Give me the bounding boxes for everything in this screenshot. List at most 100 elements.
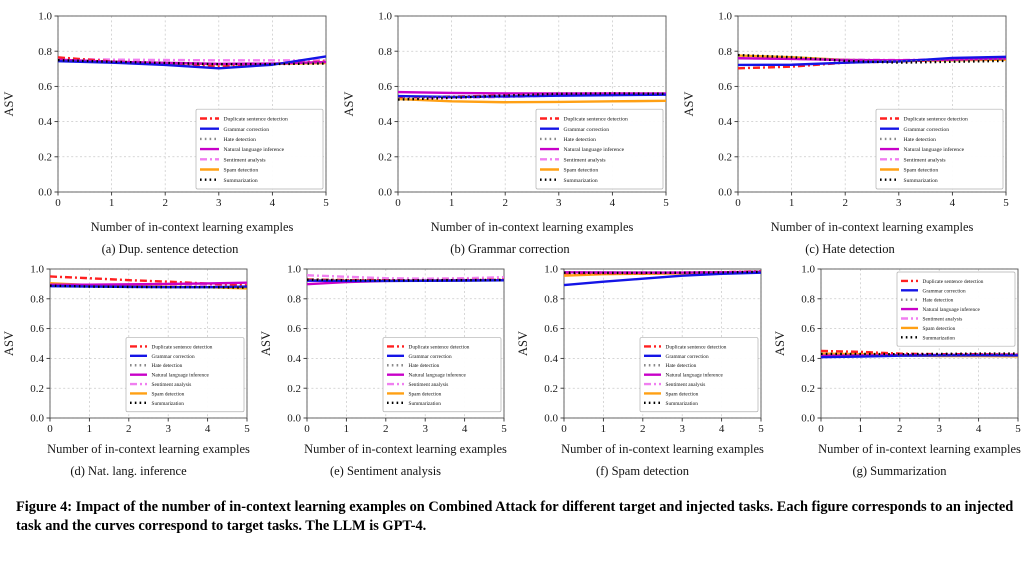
svg-text:2: 2: [640, 423, 646, 435]
panel-d-title: (d) Nat. lang. inference: [70, 464, 187, 478]
axes: 0.0 0.2 0.4 0.6 0.8 1.0 0 1 2 3 4 5: [378, 11, 669, 209]
legend-label: Grammar correction: [224, 127, 270, 133]
svg-text:1: 1: [344, 423, 350, 435]
svg-text:0.4: 0.4: [38, 116, 52, 128]
svg-text:4: 4: [270, 197, 276, 209]
data-series: [306, 274, 505, 286]
svg-text:0.4: 0.4: [801, 353, 815, 365]
svg-text:0.2: 0.2: [544, 383, 558, 395]
svg-text:0.4: 0.4: [544, 353, 558, 365]
svg-text:0.8: 0.8: [38, 46, 52, 58]
svg-text:0.2: 0.2: [801, 383, 815, 395]
series-line: [563, 271, 762, 287]
svg-text:0.0: 0.0: [718, 187, 732, 199]
legend-label: Grammar correction: [923, 288, 966, 294]
plot-e-svg: 0.0 0.2 0.4 0.6 0.8 1.0 0 1 2 3 4 5 Number of in-con…: [257, 257, 514, 462]
y-axis-label: ASV: [259, 331, 273, 356]
x-axis-label: Number of in-context learning examples: [561, 442, 764, 456]
series-line: [57, 58, 327, 66]
svg-text:0: 0: [561, 423, 567, 435]
legend-label: Spam detection: [666, 391, 699, 397]
legend-label: Grammar correction: [904, 127, 950, 133]
axes: 0.0 0.2 0.4 0.6 0.8 1.0 0 1 2 3 4 5: [30, 264, 250, 435]
legend-label: Hate detection: [224, 137, 257, 143]
series-line: [306, 278, 505, 282]
svg-text:0.8: 0.8: [287, 293, 301, 305]
svg-text:3: 3: [936, 423, 942, 435]
svg-text:0.4: 0.4: [30, 353, 44, 365]
legend-label: Summarization: [409, 401, 442, 407]
y-axis-label: ASV: [2, 91, 16, 116]
svg-text:0.0: 0.0: [287, 413, 301, 425]
svg-text:5: 5: [758, 423, 764, 435]
chart-row-top: 0.0 0.2 0.4 0.6 0.8 1.0 0 1 2 3 4 5 Number of in-con…: [0, 0, 1028, 257]
svg-text:1.0: 1.0: [718, 11, 732, 23]
svg-text:0.8: 0.8: [801, 293, 815, 305]
svg-text:4: 4: [462, 423, 468, 435]
series-line: [737, 53, 1007, 64]
svg-text:0: 0: [735, 197, 741, 209]
legend-label: Duplicate sentence detection: [564, 117, 629, 123]
plot-g: 0.0 0.2 0.4 0.6 0.8 1.0 0 1 2 3 4 5 Number of in-con…: [771, 257, 1028, 462]
svg-text:2: 2: [842, 197, 848, 209]
axes: 0.0 0.2 0.4 0.6 0.8 1.0 0 1 2 3 4 5: [801, 264, 1021, 435]
panel-a: 0.0 0.2 0.4 0.6 0.8 1.0 0 1 2 3 4 5 Number of in-con…: [0, 2, 340, 257]
svg-text:0.0: 0.0: [378, 187, 392, 199]
legend-label: Spam detection: [409, 391, 442, 397]
panel-a-title: (a) Dup. sentence detection: [101, 242, 239, 256]
legend: Duplicate sentence detection Grammar corr…: [639, 337, 759, 413]
data-series: [49, 275, 248, 290]
legend-label: Duplicate sentence detection: [224, 117, 289, 123]
data-series: [57, 55, 327, 70]
legend-label: Grammar correction: [152, 354, 195, 360]
legend-label: Duplicate sentence detection: [152, 344, 213, 350]
series-line: [49, 284, 248, 289]
svg-text:1: 1: [789, 197, 795, 209]
svg-text:0.6: 0.6: [30, 323, 44, 335]
x-axis-label: Number of in-context learning examples: [771, 220, 974, 234]
panel-f: 0.0 0.2 0.4 0.6 0.8 1.0 0 1 2 3 4 5 Number of in-con…: [514, 257, 771, 479]
legend-label: Spam detection: [923, 326, 956, 332]
legend-label: Natural language inference: [923, 306, 981, 313]
legend-label: Duplicate sentence detection: [904, 117, 969, 123]
legend-label: Hate detection: [666, 363, 697, 369]
plot-g-svg: 0.0 0.2 0.4 0.6 0.8 1.0 0 1 2 3 4 5 Number of in-con…: [771, 257, 1028, 462]
legend-label: Grammar correction: [564, 127, 610, 133]
x-axis-label: Number of in-context learning examples: [91, 220, 294, 234]
legend: Duplicate sentence detection Grammar corr…: [875, 108, 1004, 190]
svg-text:1: 1: [449, 197, 455, 209]
series-line: [306, 274, 505, 280]
axes: 0.0 0.2 0.4 0.6 0.8 1.0 0 1 2 3 4 5: [718, 11, 1009, 209]
legend-label: Sentiment analysis: [904, 157, 946, 163]
svg-text:5: 5: [1003, 197, 1009, 209]
series-line: [737, 55, 1007, 67]
svg-text:0.4: 0.4: [718, 116, 732, 128]
legend-label: Natural language inference: [564, 146, 625, 153]
legend-label: Spam detection: [152, 391, 185, 397]
svg-text:0: 0: [47, 423, 53, 435]
svg-text:1.0: 1.0: [378, 11, 392, 23]
svg-text:4: 4: [976, 423, 982, 435]
series-line: [397, 97, 667, 104]
svg-text:3: 3: [896, 197, 902, 209]
svg-text:5: 5: [1015, 423, 1021, 435]
legend-label: Natural language inference: [152, 372, 210, 379]
legend-label: Natural language inference: [409, 372, 467, 379]
panel-d: 0.0 0.2 0.4 0.6 0.8 1.0 0 1 2 3 4 5 Number of in-con…: [0, 257, 257, 479]
legend-label: Summarization: [923, 335, 956, 341]
svg-text:2: 2: [383, 423, 389, 435]
svg-text:4: 4: [610, 197, 616, 209]
svg-text:0.2: 0.2: [38, 151, 52, 163]
data-series: [397, 90, 667, 104]
series-line: [737, 57, 1007, 62]
svg-text:0.6: 0.6: [718, 81, 732, 93]
panel-e: 0.0 0.2 0.4 0.6 0.8 1.0 0 1 2 3 4 5 Number of in-con…: [257, 257, 514, 479]
legend-label: Sentiment analysis: [224, 157, 266, 163]
legend-label: Sentiment analysis: [152, 382, 192, 388]
series-line: [820, 349, 1019, 356]
panel-b: 0.0 0.2 0.4 0.6 0.8 1.0 0 1 2 3 4 5 Number of in-con…: [340, 2, 680, 257]
x-axis-label: Number of in-context learning examples: [47, 442, 250, 456]
plot-a-svg: 0.0 0.2 0.4 0.6 0.8 1.0 0 1 2 3 4 5 Number of in-con…: [0, 2, 340, 240]
svg-text:5: 5: [663, 197, 669, 209]
plot-e: 0.0 0.2 0.4 0.6 0.8 1.0 0 1 2 3 4 5 Number of in-con…: [257, 257, 514, 462]
